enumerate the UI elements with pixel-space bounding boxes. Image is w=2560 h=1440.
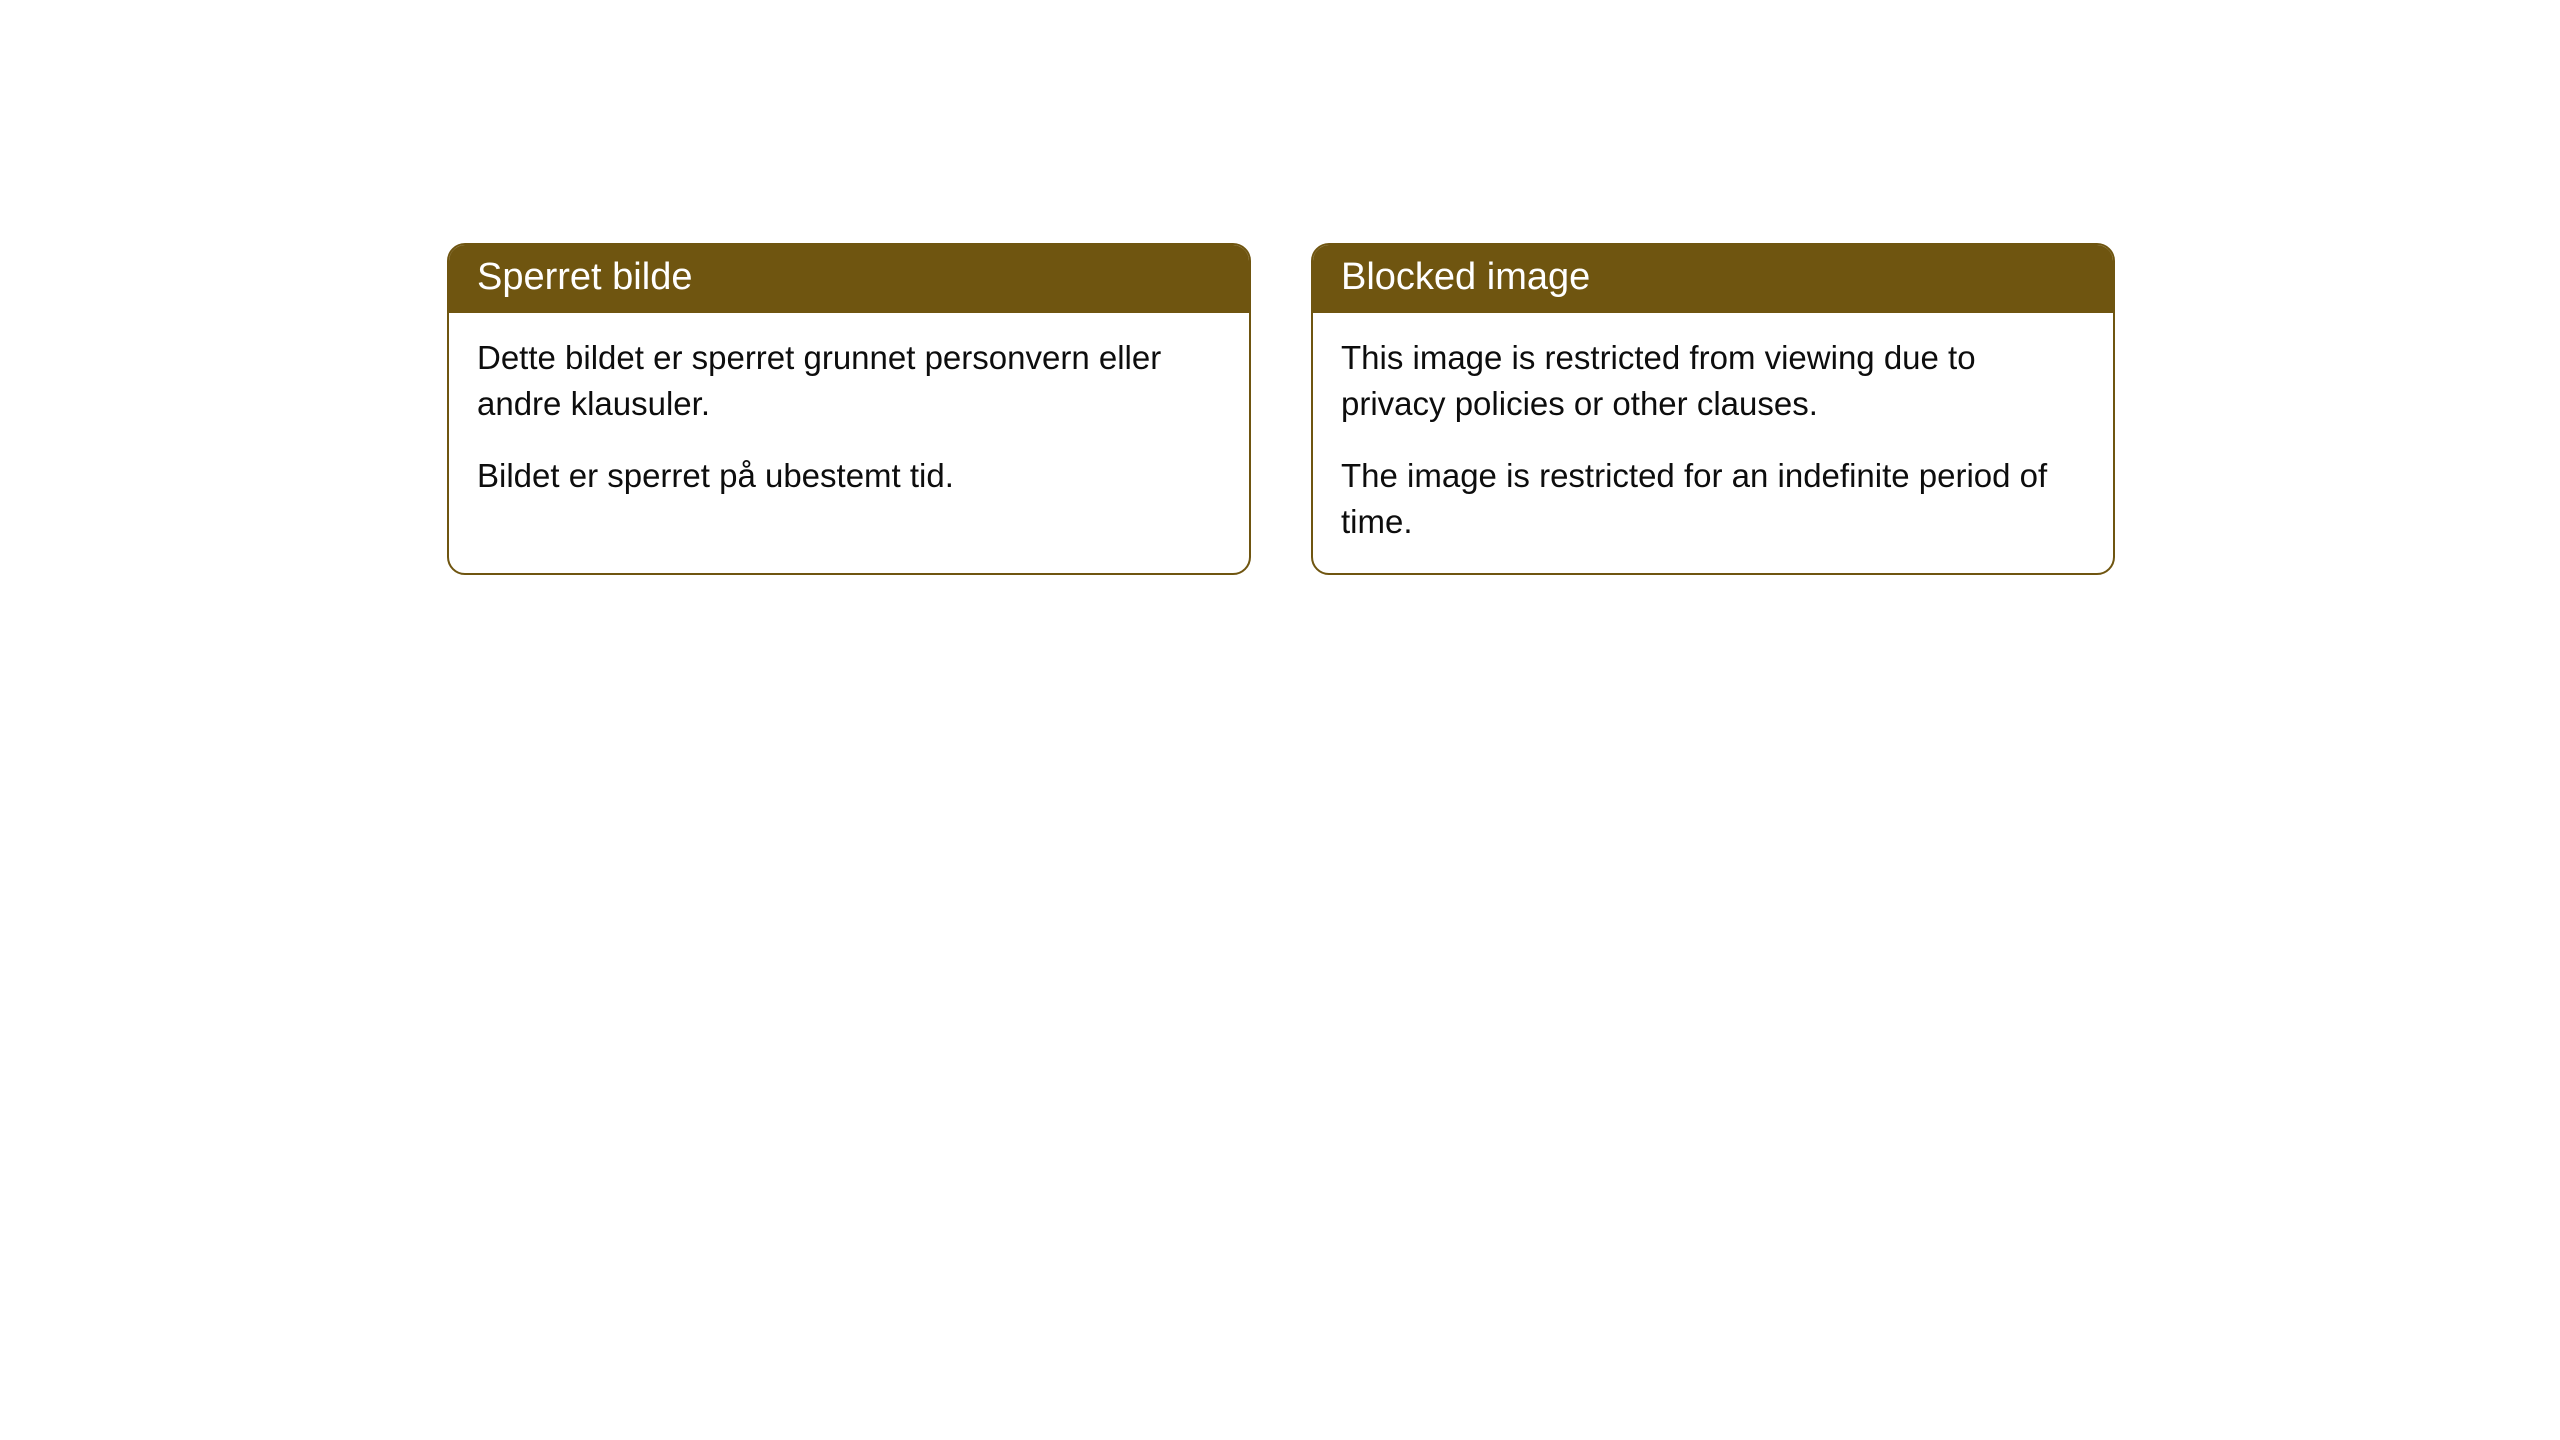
- notice-card-english: Blocked image This image is restricted f…: [1311, 243, 2115, 575]
- notice-header: Sperret bilde: [449, 245, 1249, 313]
- notice-paragraph: The image is restricted for an indefinit…: [1341, 453, 2085, 545]
- notice-paragraph: Dette bildet er sperret grunnet personve…: [477, 335, 1221, 427]
- notice-paragraph: This image is restricted from viewing du…: [1341, 335, 2085, 427]
- notice-body: Dette bildet er sperret grunnet personve…: [449, 313, 1249, 528]
- notice-title: Blocked image: [1341, 256, 1590, 298]
- notice-paragraph: Bildet er sperret på ubestemt tid.: [477, 453, 1221, 499]
- notice-container: Sperret bilde Dette bildet er sperret gr…: [447, 243, 2115, 575]
- notice-header: Blocked image: [1313, 245, 2113, 313]
- notice-title: Sperret bilde: [477, 256, 692, 298]
- notice-card-norwegian: Sperret bilde Dette bildet er sperret gr…: [447, 243, 1251, 575]
- notice-body: This image is restricted from viewing du…: [1313, 313, 2113, 574]
